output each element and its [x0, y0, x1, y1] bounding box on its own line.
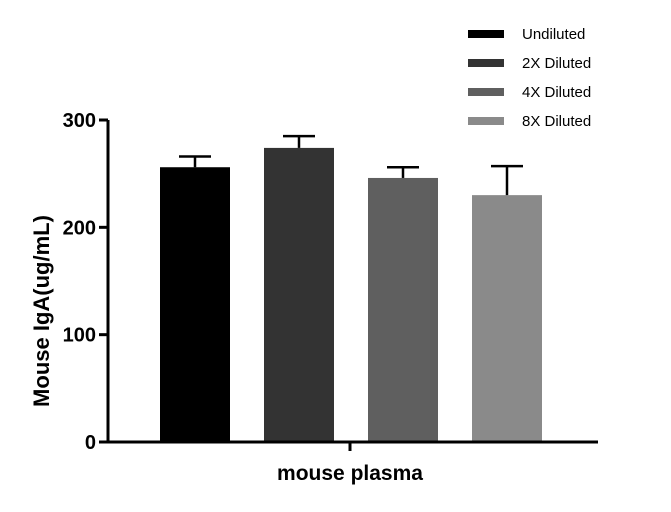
legend-swatch	[468, 117, 504, 125]
y-axis-label: Mouse IgA(ug/mL)	[29, 215, 54, 407]
legend-label: Undiluted	[522, 26, 585, 43]
legend-label: 2X Diluted	[522, 55, 591, 72]
legend-swatch	[468, 59, 504, 67]
legend-swatch	[468, 30, 504, 38]
y-tick-label: 200	[63, 217, 96, 239]
bar-2x-diluted	[264, 147, 334, 442]
bar-8x-diluted	[472, 195, 542, 442]
bar-4x-diluted	[368, 177, 438, 442]
legend: Undiluted 2X Diluted 4X Diluted 8X Diluted	[468, 26, 591, 130]
y-tick-label: 0	[85, 432, 96, 454]
legend-label: 4X Diluted	[522, 84, 591, 101]
y-tick-label: 300	[63, 110, 96, 132]
y-tick-label: 100	[63, 325, 96, 347]
legend-swatch	[468, 88, 504, 96]
axes: 0 100 200 300	[63, 110, 598, 454]
plot-area	[160, 134, 542, 442]
x-axis-label: mouse plasma	[277, 462, 423, 485]
legend-label: 8X Diluted	[522, 113, 591, 130]
bar-undiluted	[160, 167, 230, 442]
